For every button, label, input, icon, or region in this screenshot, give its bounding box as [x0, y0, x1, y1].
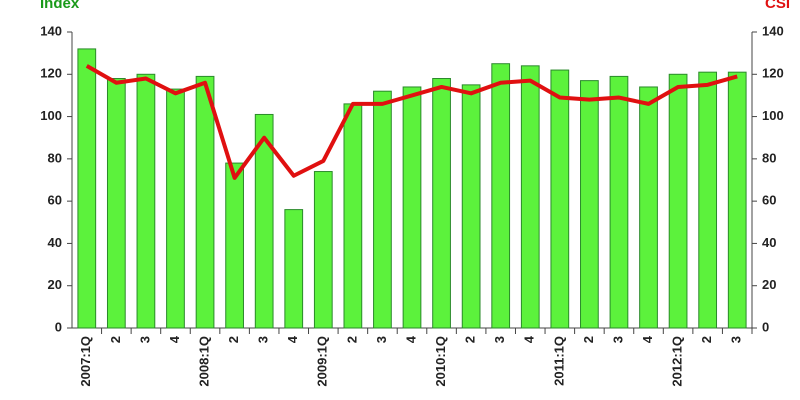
- x-tick-label: 2: [108, 336, 123, 343]
- bar: [668, 73, 688, 329]
- bar: [550, 69, 570, 329]
- x-tick-label: 2: [581, 336, 596, 343]
- x-tick-label: 3: [729, 336, 744, 343]
- y-tick-label: 120: [40, 66, 62, 81]
- y2-tick-label: 0: [762, 319, 769, 334]
- y2-tick-label: 60: [762, 193, 776, 208]
- bar: [254, 113, 274, 329]
- x-tick-label: 2: [226, 336, 241, 343]
- x-tick-label: 2012:1Q: [670, 336, 685, 387]
- y2-tick-label: 100: [762, 108, 784, 123]
- y2-tick-label: 40: [762, 235, 776, 250]
- y-tick-label: 140: [40, 23, 62, 38]
- x-tick-label: 2011:1Q: [551, 336, 566, 386]
- y2-tick-label: 20: [762, 277, 776, 292]
- y-tick-label: 0: [55, 319, 62, 334]
- bar: [698, 71, 718, 329]
- x-tick-label: 2: [344, 336, 359, 343]
- bar: [520, 65, 540, 329]
- bar: [166, 88, 185, 329]
- x-tick-label: 3: [610, 336, 625, 343]
- bar: [77, 48, 97, 329]
- y2-tick-label: 140: [762, 23, 784, 38]
- bar: [609, 75, 629, 329]
- x-tick-label: 2010:1Q: [433, 336, 448, 387]
- bar: [373, 90, 392, 329]
- bar: [432, 78, 451, 329]
- bar: [727, 71, 747, 329]
- x-tick-label: 3: [256, 336, 271, 343]
- bar: [343, 103, 363, 329]
- y-tick-label: 80: [48, 150, 62, 165]
- y2-tick-label: 120: [762, 66, 784, 81]
- bar: [225, 162, 244, 329]
- bar: [284, 209, 304, 329]
- x-tick-label: 4: [640, 335, 655, 343]
- x-tick-label: 4: [522, 335, 537, 343]
- y-tick-label: 20: [48, 277, 62, 292]
- bar: [402, 86, 422, 329]
- y-tick-label: 60: [48, 193, 62, 208]
- y-tick-label: 40: [48, 235, 62, 250]
- x-tick-label: 4: [285, 335, 300, 343]
- bar: [461, 84, 481, 329]
- y-tick-label: 100: [40, 108, 62, 123]
- y2-axis-title: CSI: [765, 0, 790, 12]
- bar: [580, 80, 599, 329]
- x-tick-label: 3: [374, 336, 389, 343]
- bar: [195, 75, 215, 329]
- x-tick-label: 3: [137, 336, 152, 343]
- y-axis-title: Index: [40, 0, 80, 12]
- bar: [136, 73, 156, 329]
- x-tick-label: 3: [492, 336, 507, 343]
- bar: [639, 86, 658, 329]
- x-tick-label: 2: [699, 336, 714, 343]
- x-tick-label: 2009:1Q: [315, 336, 330, 387]
- bar: [106, 78, 126, 329]
- x-tick-label: 4: [167, 335, 182, 343]
- x-tick-label: 2007:1Q: [78, 336, 93, 387]
- bar: [313, 171, 333, 329]
- x-tick-label: 2008:1Q: [196, 336, 211, 387]
- bar: [491, 63, 511, 329]
- line: [85, 64, 738, 180]
- x-tick-label: 2: [463, 336, 478, 343]
- x-tick-label: 4: [403, 335, 418, 343]
- y2-tick-label: 80: [762, 150, 776, 165]
